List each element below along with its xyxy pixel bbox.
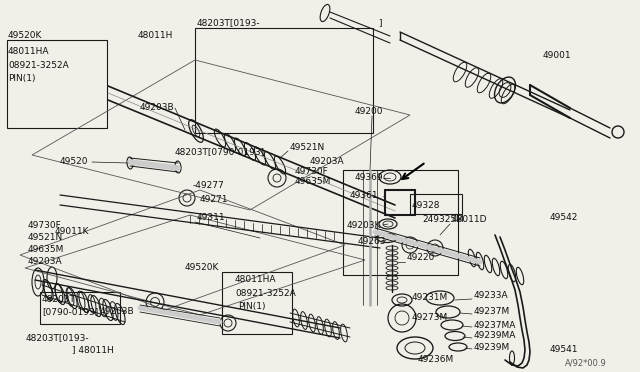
Text: 49237M: 49237M	[474, 308, 510, 317]
Text: PIN(1): PIN(1)	[238, 301, 266, 311]
Text: 48011H: 48011H	[138, 31, 173, 39]
Text: 49231M: 49231M	[412, 294, 448, 302]
Text: 49220: 49220	[407, 253, 435, 263]
Text: 48011HA: 48011HA	[8, 48, 49, 57]
Text: 49361: 49361	[350, 192, 379, 201]
Bar	[410, 194, 462, 214]
Text: 48203T[0193-: 48203T[0193-	[26, 334, 90, 343]
Text: 49237MA: 49237MA	[474, 321, 516, 330]
Text: 49203B: 49203B	[140, 103, 175, 112]
Bar	[7, 40, 107, 128]
Bar	[343, 170, 458, 275]
Text: ]: ]	[378, 19, 381, 28]
Text: 49328: 49328	[412, 201, 440, 209]
Text: 49236M: 49236M	[418, 356, 454, 365]
Text: 48203T: 48203T	[42, 295, 76, 305]
Text: 49239M: 49239M	[474, 343, 510, 352]
Text: 48011HA: 48011HA	[235, 276, 276, 285]
Text: 48203T[0193-: 48203T[0193-	[197, 19, 260, 28]
Text: 49233A: 49233A	[474, 292, 509, 301]
Text: 49311: 49311	[197, 214, 226, 222]
Text: 48011D: 48011D	[452, 215, 488, 224]
Text: 49730F: 49730F	[295, 167, 329, 176]
Bar	[195, 28, 373, 133]
Text: 49203K: 49203K	[347, 221, 381, 230]
Text: 49635M: 49635M	[28, 246, 65, 254]
Text: 49520K: 49520K	[8, 31, 42, 39]
Text: 49239MA: 49239MA	[474, 331, 516, 340]
Text: -49277: -49277	[193, 180, 225, 189]
Text: A/92*00.9: A/92*00.9	[565, 359, 607, 368]
Text: 49369: 49369	[355, 173, 383, 183]
Bar	[40, 292, 120, 324]
Text: 249325M: 249325M	[422, 215, 464, 224]
Text: 49520: 49520	[60, 157, 88, 167]
Text: 49203A: 49203A	[28, 257, 63, 266]
Text: 49542: 49542	[550, 214, 579, 222]
Text: 49730F: 49730F	[28, 221, 61, 231]
Text: 49001: 49001	[543, 51, 572, 60]
Text: 49635M: 49635M	[295, 177, 332, 186]
Text: 49541: 49541	[550, 346, 579, 355]
Text: 49263: 49263	[358, 237, 387, 247]
Text: 49520K: 49520K	[185, 263, 220, 273]
Text: 08921-3252A: 08921-3252A	[8, 61, 68, 70]
Text: ] 48011H: ] 48011H	[72, 346, 114, 355]
Text: 48203T[0790-0193]: 48203T[0790-0193]	[175, 148, 265, 157]
Text: 49521N: 49521N	[28, 234, 63, 243]
Text: 08921-3252A: 08921-3252A	[235, 289, 296, 298]
Text: [0790-0193]: [0790-0193]	[42, 308, 99, 317]
Text: 49200: 49200	[355, 108, 383, 116]
Text: 49273M: 49273M	[412, 314, 448, 323]
Bar	[222, 272, 292, 334]
Text: 49011K: 49011K	[55, 228, 90, 237]
Text: 49521N: 49521N	[290, 142, 325, 151]
Text: 49203A: 49203A	[310, 157, 344, 167]
Text: 49203B: 49203B	[100, 308, 134, 317]
Text: 49271: 49271	[200, 196, 228, 205]
Text: PIN(1): PIN(1)	[8, 74, 35, 83]
